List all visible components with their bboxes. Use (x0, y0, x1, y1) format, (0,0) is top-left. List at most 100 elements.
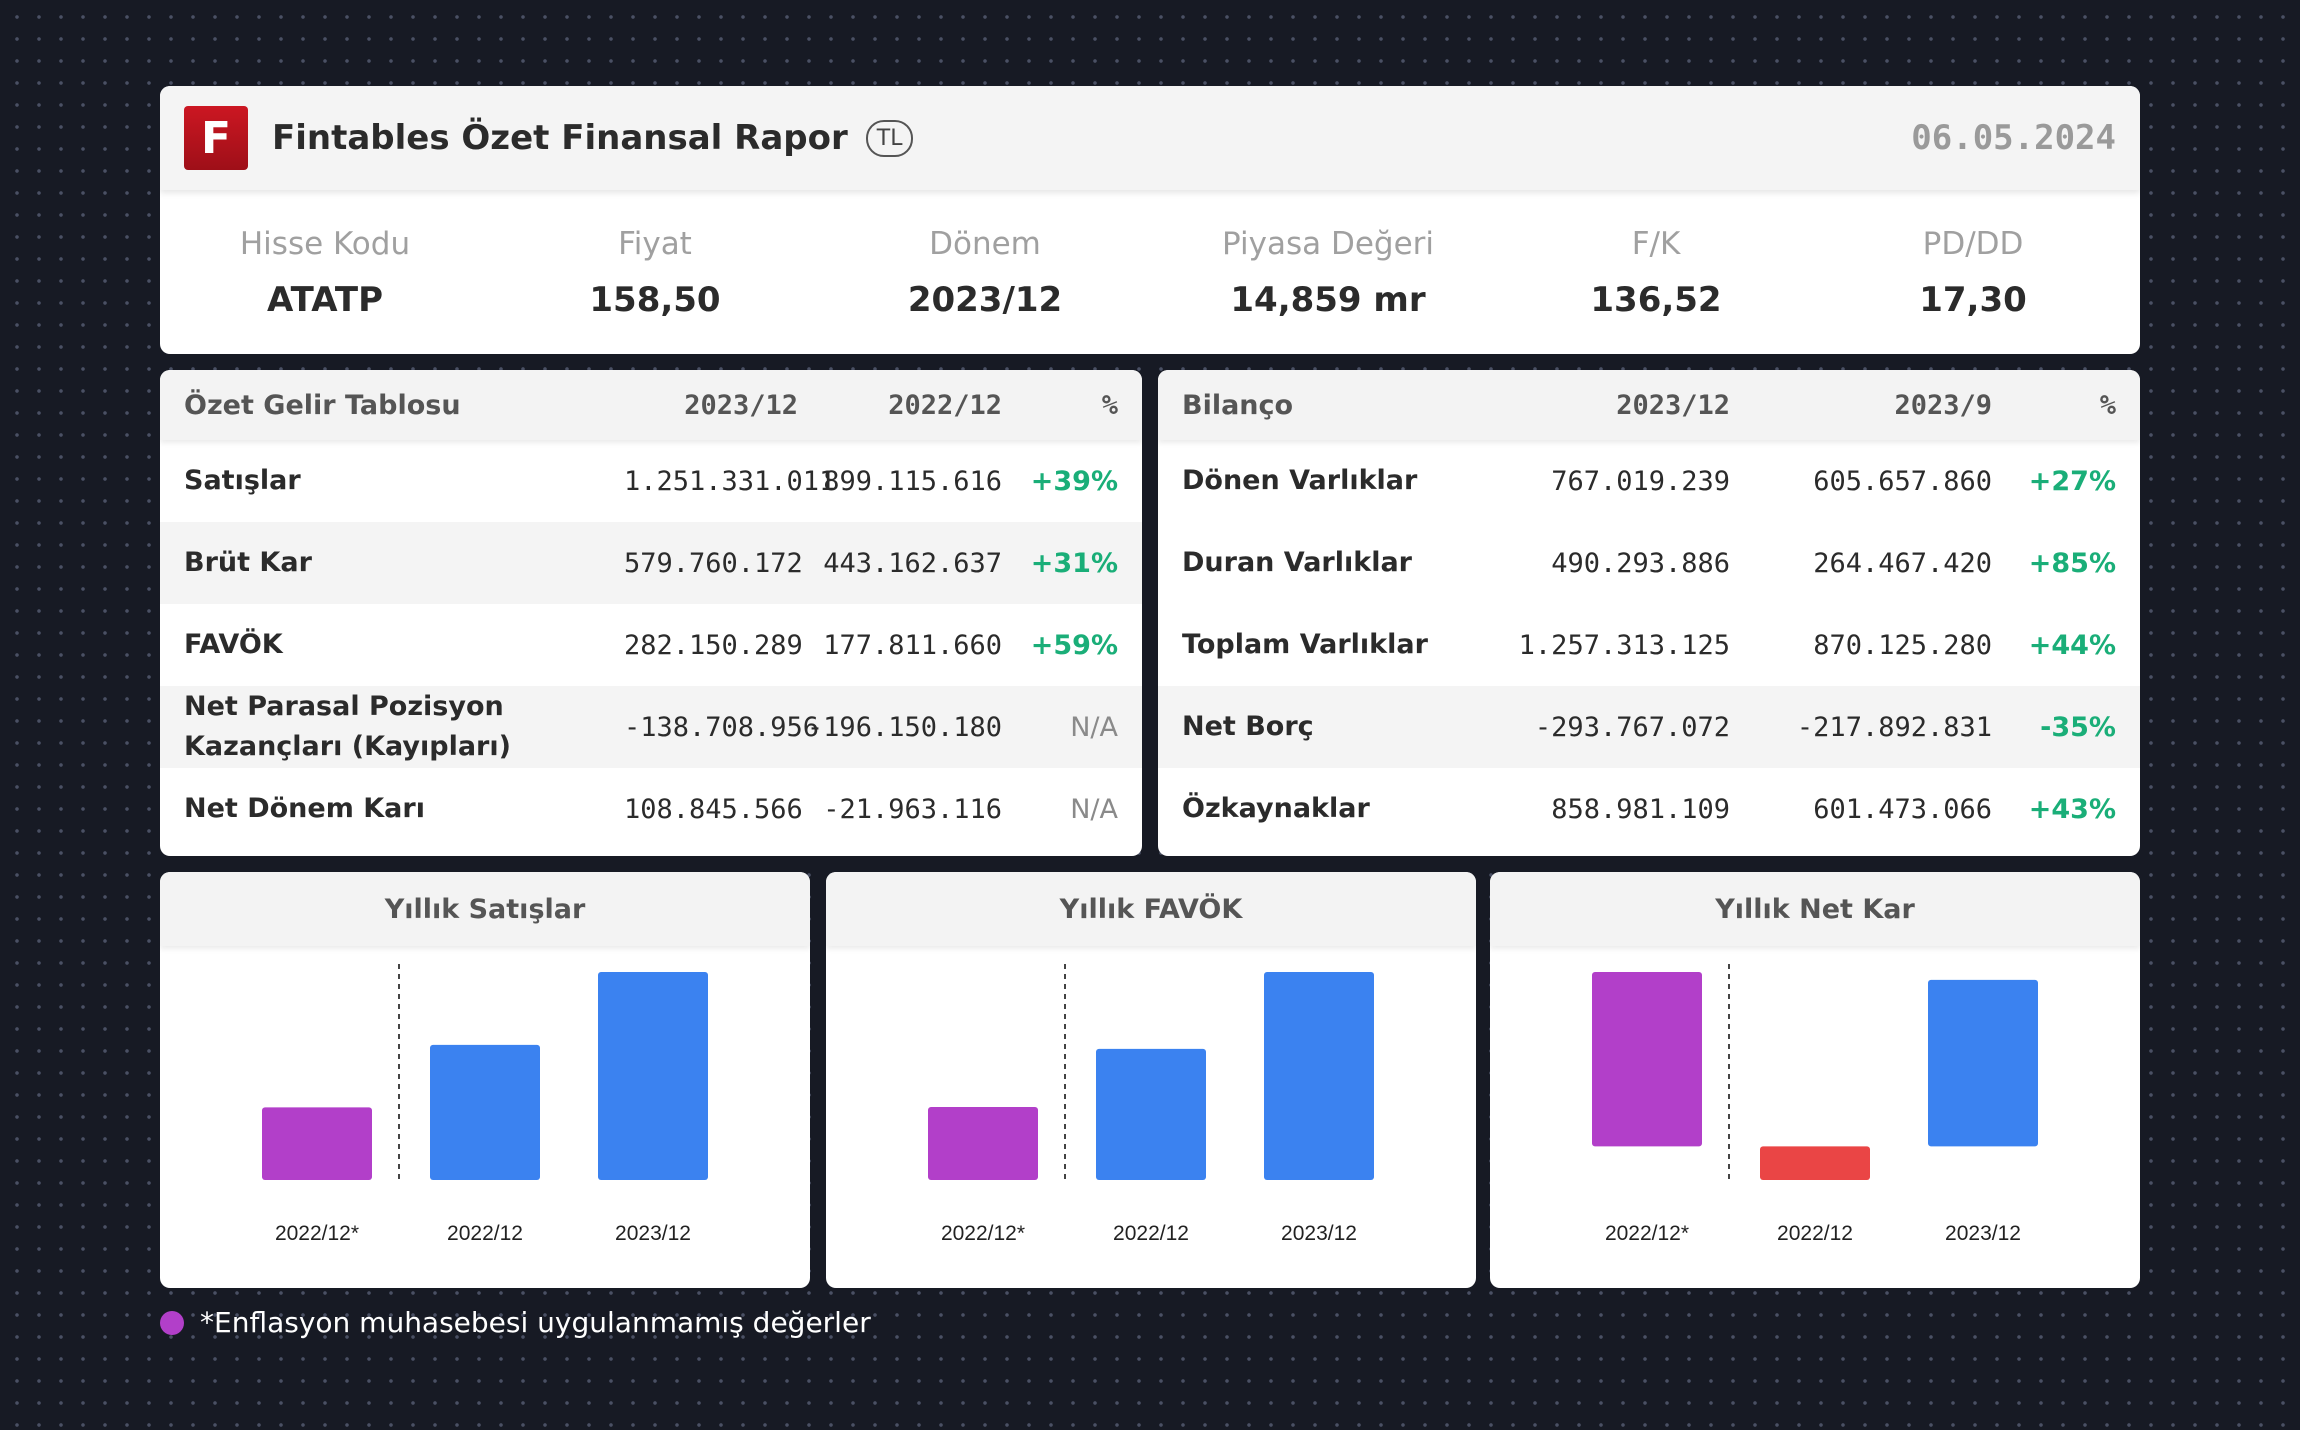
chart-bar (928, 1107, 1038, 1180)
annual-net-profit-chart: Yıllık Net Kar 2022/12* 2022/12 2023/12 (1490, 872, 2140, 1288)
row-value-2: -21.963.116 (823, 793, 1002, 825)
row-value-2: -196.150.180 (806, 711, 1002, 743)
income-statement-table: Özet Gelir Tablosu 2023/12 2022/12 % Sat… (160, 370, 1142, 856)
metric-value: ATATP (266, 280, 383, 320)
row-label: Toplam Varlıklar (1182, 629, 1428, 660)
row-label: Brüt Kar (184, 547, 312, 578)
metric-period: Dönem 2023/12 (820, 226, 1150, 320)
table-header: Özet Gelir Tablosu 2023/12 2022/12 % (160, 370, 1142, 440)
metric-value: 2023/12 (907, 280, 1063, 320)
chart-bar (262, 1107, 372, 1180)
row-change: +27% (2028, 465, 2116, 497)
chart-title: Yıllık FAVÖK (826, 872, 1476, 946)
column-header-change: % (2099, 389, 2116, 421)
x-tick-label: 2022/12* (1605, 1222, 1689, 1245)
table-row: Net Borç -293.767.072 -217.892.831 -35% (1158, 686, 2140, 768)
metric-label: Hisse Kodu (239, 226, 411, 262)
table-row: Özkaynaklar 858.981.109 601.473.066 +43% (1158, 768, 2140, 850)
currency-badge: TL (865, 119, 914, 157)
column-header-period-1: 2023/12 (684, 389, 798, 421)
row-value-2: 870.125.280 (1813, 629, 1992, 661)
row-value-1: 579.760.172 (624, 547, 803, 579)
row-label: Özkaynaklar (1182, 793, 1370, 824)
row-value-2: 264.467.420 (1813, 547, 1992, 579)
row-change: N/A (1070, 711, 1118, 743)
table-row: Satışlar 1.251.331.011 899.115.616 +39% (160, 440, 1142, 522)
fintables-logo: F (184, 106, 248, 170)
metric-value: 158,50 (589, 280, 721, 320)
chart-bar (1928, 979, 2038, 1147)
table-row: Toplam Varlıklar 1.257.313.125 870.125.2… (1158, 604, 2140, 686)
column-header-period-1: 2023/12 (1616, 389, 1730, 421)
row-value-2: -217.892.831 (1796, 711, 1992, 743)
metric-market-cap: Piyasa Değeri 14,859 mr (1150, 226, 1506, 320)
chart-bar (1760, 1146, 1870, 1180)
row-value-2: 899.115.616 (823, 465, 1002, 497)
row-change: +39% (1030, 465, 1118, 497)
table-row: Net Parasal Pozisyon Kazançları (Kayıpla… (160, 686, 1142, 768)
x-tick-label: 2023/12 (1945, 1222, 2021, 1245)
table-header: Bilanço 2023/12 2023/9 % (1158, 370, 2140, 440)
metric-price: Fiyat 158,50 (490, 226, 820, 320)
x-tick-label: 2022/12* (941, 1222, 1025, 1245)
row-change: N/A (1070, 793, 1118, 825)
row-value-2: 601.473.066 (1813, 793, 1992, 825)
chart-bar (1592, 972, 1702, 1147)
row-label: FAVÖK (184, 629, 283, 660)
chart-title: Yıllık Net Kar (1490, 872, 2140, 946)
row-value-1: 1.257.313.125 (1518, 629, 1730, 661)
x-tick-label: 2022/12 (1777, 1222, 1853, 1245)
annual-ebitda-chart-plot: 2022/12* 2022/12 2023/12 (928, 964, 1374, 1245)
chart-title: Yıllık Satışlar (160, 872, 810, 946)
footnote: *Enflasyon muhasebesi uygulanmamış değer… (160, 1306, 871, 1339)
row-value-2: 177.811.660 (823, 629, 1002, 661)
table-row: Brüt Kar 579.760.172 443.162.637 +31% (160, 522, 1142, 604)
row-value-1: 282.150.289 (624, 629, 803, 661)
row-value-1: 108.845.566 (624, 793, 803, 825)
metric-label: Fiyat (618, 226, 692, 262)
row-change: +44% (2028, 629, 2116, 661)
row-change: +31% (1030, 547, 1118, 579)
row-value-1: -138.708.956 (624, 711, 820, 743)
row-value-1: 490.293.886 (1551, 547, 1730, 579)
x-tick-label: 2022/12 (1113, 1222, 1189, 1245)
annual-net-profit-chart-plot: 2022/12* 2022/12 2023/12 (1592, 964, 2038, 1245)
row-label: Satışlar (184, 465, 301, 496)
column-header-item: Özet Gelir Tablosu (184, 389, 461, 421)
metric-label: Dönem (929, 226, 1041, 262)
column-header-change: % (1101, 389, 1118, 421)
legend-dot (160, 1310, 184, 1335)
report-date: 06.05.2024 (1911, 118, 2116, 158)
footnote-text: *Enflasyon muhasebesi uygulanmamış değer… (200, 1306, 871, 1339)
x-tick-label: 2022/12 (447, 1222, 523, 1245)
metric-pb: PD/DD 17,30 (1806, 226, 2140, 320)
row-value-2: 443.162.637 (823, 547, 1002, 579)
row-value-2: 605.657.860 (1813, 465, 1992, 497)
row-value-1: -293.767.072 (1534, 711, 1730, 743)
key-metrics: Hisse Kodu ATATP Fiyat 158,50 Dönem 2023… (160, 190, 2140, 320)
metric-label: Piyasa Değeri (1221, 226, 1435, 262)
row-value-1: 1.251.331.011 (624, 465, 836, 497)
row-value-1: 767.019.239 (1551, 465, 1730, 497)
row-label: Net Borç (1182, 711, 1314, 742)
table-row: Dönen Varlıklar 767.019.239 605.657.860 … (1158, 440, 2140, 522)
annual-ebitda-chart: Yıllık FAVÖK 2022/12* 2022/12 2023/12 (826, 872, 1476, 1288)
row-value-1: 858.981.109 (1551, 793, 1730, 825)
row-label: Net Parasal Pozisyon Kazançları (Kayıpla… (184, 691, 511, 762)
row-change: +85% (2028, 547, 2116, 579)
row-label: Net Dönem Karı (184, 793, 425, 824)
table-row: Duran Varlıklar 490.293.886 264.467.420 … (1158, 522, 2140, 604)
metric-pe: F/K 136,52 (1506, 226, 1806, 320)
table-row: FAVÖK 282.150.289 177.811.660 +59% (160, 604, 1142, 686)
balance-sheet-table: Bilanço 2023/12 2023/9 % Dönen Varlıklar… (1158, 370, 2140, 856)
chart-bar (598, 972, 708, 1180)
metric-label: F/K (1631, 226, 1681, 262)
chart-bar (1096, 1048, 1206, 1180)
metric-value: 14,859 mr (1230, 280, 1426, 320)
metric-value: 17,30 (1919, 280, 2027, 320)
chart-bar (1264, 972, 1374, 1180)
table-row: Net Dönem Karı 108.845.566 -21.963.116 N… (160, 768, 1142, 850)
row-label: Duran Varlıklar (1182, 547, 1413, 578)
row-change: -35% (2040, 711, 2116, 743)
report-title-bar: F Fintables Özet Finansal Rapor TL 06.05… (160, 86, 2140, 190)
